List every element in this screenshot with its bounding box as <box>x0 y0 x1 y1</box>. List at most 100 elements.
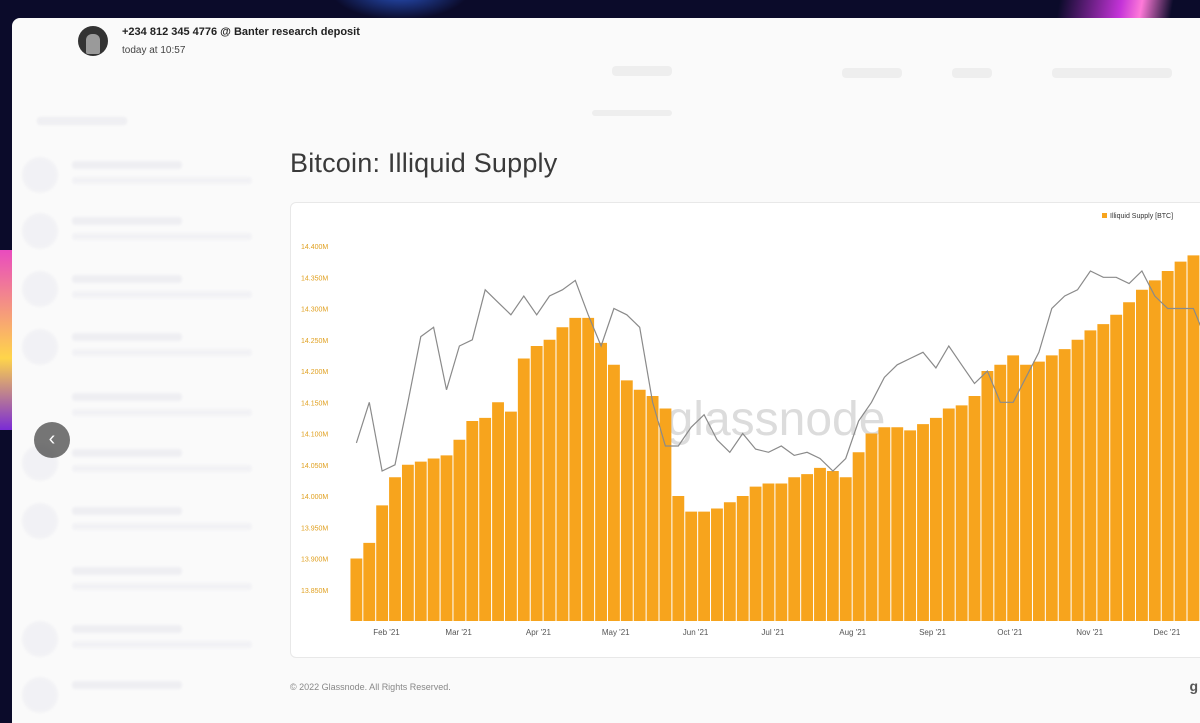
bar <box>891 427 904 621</box>
faded-background-bar <box>1052 68 1172 78</box>
bar <box>1032 361 1045 621</box>
x-tick-label: Dec '21 <box>1153 628 1180 637</box>
message-timestamp: today at 10:57 <box>122 45 186 56</box>
bar <box>904 430 917 621</box>
bar <box>363 542 376 621</box>
sidebar-item <box>22 617 272 661</box>
chat-message-window: +234 812 345 4776 @ Banter research depo… <box>12 18 1200 723</box>
bar <box>1136 289 1148 621</box>
bar <box>646 396 659 621</box>
x-tick-label: Mar '21 <box>445 628 472 637</box>
faded-background-bar <box>842 68 902 78</box>
sidebar-item <box>22 673 272 717</box>
watermark-text: glassnode <box>667 393 886 446</box>
bar <box>852 452 865 621</box>
y-tick-label: 14.250M <box>301 338 328 345</box>
message-header: +234 812 345 4776 @ Banter research depo… <box>12 18 1200 88</box>
bar <box>955 405 968 621</box>
bar <box>672 496 685 621</box>
bar <box>1110 314 1123 621</box>
chart-svg: glassnode 14.400M 14.350M 14.300M 14.250M 14.… <box>301 213 1200 637</box>
background-glow-top <box>330 0 470 20</box>
sidebar-item <box>22 153 272 197</box>
bar <box>1187 255 1200 621</box>
legend-label: Illiquid Supply [BTC] <box>1110 213 1173 220</box>
y-tick-label: 14.000M <box>301 494 328 501</box>
y-tick-label: 13.950M <box>301 525 328 532</box>
bar <box>698 511 711 621</box>
x-tick-label: Apr '21 <box>526 628 552 637</box>
bar <box>994 364 1007 621</box>
faded-background-bar <box>612 66 672 76</box>
bar <box>1020 364 1032 621</box>
bar <box>1123 302 1135 621</box>
bar <box>1058 349 1071 621</box>
bar <box>595 342 607 621</box>
bar <box>414 461 427 621</box>
bar <box>839 477 852 621</box>
bar <box>620 380 633 621</box>
sidebar-heading-placeholder <box>37 117 127 125</box>
bar <box>749 486 762 621</box>
bar <box>814 467 826 621</box>
sidebar-item <box>22 499 272 543</box>
sidebar-item <box>22 325 272 369</box>
bar <box>775 483 788 621</box>
bar <box>929 417 942 621</box>
avatar[interactable] <box>78 26 108 56</box>
bar <box>801 474 814 621</box>
bar <box>427 458 440 621</box>
bar <box>556 327 569 621</box>
bar <box>401 464 414 621</box>
avatar-figure-icon <box>86 34 100 54</box>
bar <box>633 389 646 621</box>
bar <box>826 471 839 621</box>
bar <box>685 511 698 621</box>
faded-background-bar <box>952 68 992 78</box>
y-tick-label: 14.100M <box>301 432 328 439</box>
faded-background-bar <box>592 110 672 116</box>
bar <box>1097 324 1110 621</box>
bar <box>1161 271 1174 621</box>
legend-swatch <box>1102 213 1107 218</box>
bar <box>453 439 466 621</box>
x-tick-label: Oct '21 <box>997 628 1023 637</box>
bar <box>917 424 929 621</box>
sidebar-item <box>22 385 272 429</box>
bar <box>530 346 543 621</box>
chart-card: glassnode 14.400M 14.350M 14.300M 14.250M 14.… <box>290 202 1200 658</box>
bar <box>942 408 955 621</box>
x-tick-label: May '21 <box>602 628 630 637</box>
bar <box>1007 355 1020 621</box>
y-tick-label: 14.400M <box>301 244 328 251</box>
bar <box>788 477 801 621</box>
bar <box>350 558 363 621</box>
bar <box>517 358 530 621</box>
bar <box>543 339 556 621</box>
x-tick-label: Aug '21 <box>839 628 866 637</box>
y-tick-label: 14.300M <box>301 307 328 314</box>
message-sender: +234 812 345 4776 @ Banter research depo… <box>122 26 360 38</box>
bar <box>479 417 492 621</box>
y-tick-label: 14.150M <box>301 400 328 407</box>
background-glow-left <box>0 250 14 430</box>
bar <box>1174 261 1187 621</box>
bar <box>1084 330 1097 621</box>
price-line <box>355 270 1200 472</box>
back-button[interactable]: ‹ <box>34 422 70 458</box>
bar <box>878 427 891 621</box>
y-tick-label: 13.850M <box>301 588 328 595</box>
bar <box>1045 355 1058 621</box>
x-tick-label: Sep '21 <box>919 628 946 637</box>
bar <box>968 396 981 621</box>
x-tick-label: Jul '21 <box>761 628 784 637</box>
bar <box>389 477 401 621</box>
bar <box>492 402 504 621</box>
bar <box>659 408 672 621</box>
x-tick-label: Feb '21 <box>373 628 400 637</box>
bar <box>440 455 453 621</box>
x-tick-label: Jun '21 <box>683 628 709 637</box>
x-tick-label: Nov '21 <box>1076 628 1103 637</box>
bar <box>736 496 749 621</box>
bar <box>376 505 389 621</box>
